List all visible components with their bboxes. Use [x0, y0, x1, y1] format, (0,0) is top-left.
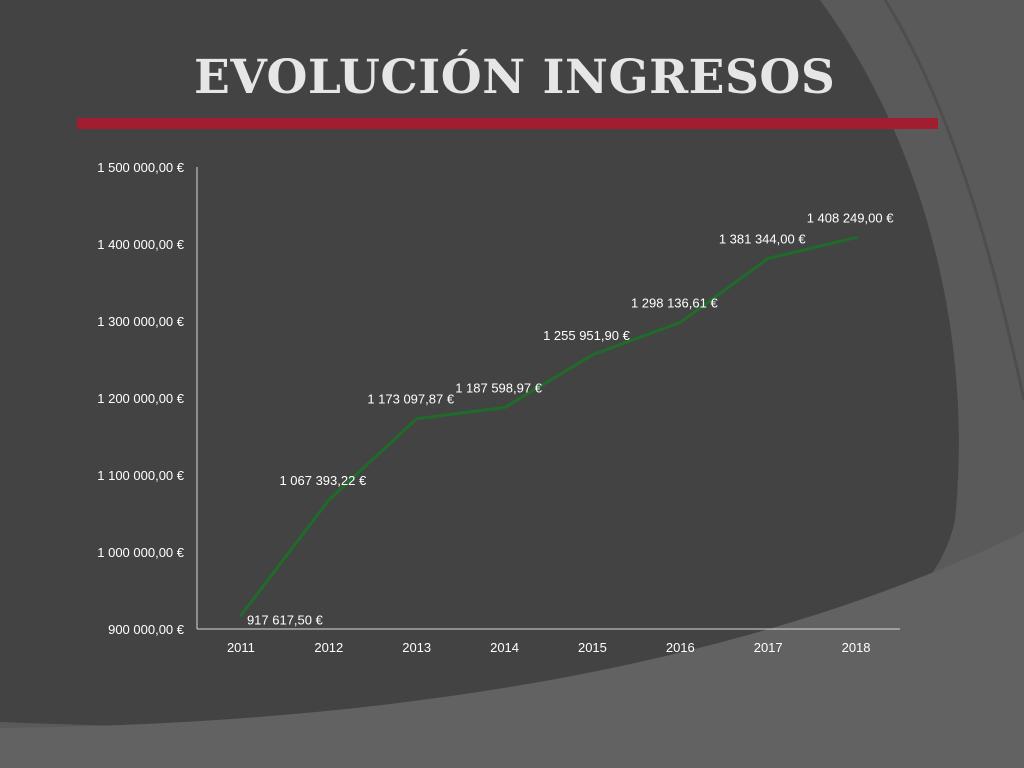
x-tick-label: 2016: [666, 640, 695, 655]
y-tick-label: 1 300 000,00 €: [97, 314, 185, 329]
y-tick-label: 1 100 000,00 €: [97, 468, 185, 483]
data-label: 917 617,50 €: [247, 612, 324, 627]
x-tick-label: 2017: [754, 640, 783, 655]
data-point: [678, 320, 682, 324]
background-arc: [883, 0, 1024, 401]
y-tick-label: 1 200 000,00 €: [97, 391, 185, 406]
title-underline-bar: [77, 118, 938, 129]
data-label: 1 255 951,90 €: [543, 328, 631, 343]
y-tick-label: 1 400 000,00 €: [97, 237, 185, 252]
x-tick-label: 2011: [227, 640, 255, 655]
data-point: [503, 406, 507, 410]
data-point: [415, 417, 419, 421]
series-layer: [239, 236, 858, 617]
x-tick-label: 2015: [578, 640, 607, 655]
data-point: [239, 613, 243, 617]
x-tick-label: 2013: [402, 640, 431, 655]
data-label: 1 173 097,87 €: [367, 392, 455, 407]
x-tick-label: 2012: [314, 640, 343, 655]
data-point: [590, 353, 594, 357]
data-point: [766, 256, 770, 260]
data-point: [327, 498, 331, 502]
series-line: [239, 236, 857, 617]
y-axis: 900 000,00 € 1 000 000,00 € 1 100 000,00 €…: [97, 160, 198, 637]
data-label: 1 298 136,61 €: [631, 295, 719, 310]
y-tick-label: 1 000 000,00 €: [97, 545, 185, 560]
data-labels: 917 617,50 € 1 067 393,22 € 1 173 097,87 €…: [247, 211, 894, 628]
slide-title: EVOLUCIÓN INGRESOS: [194, 50, 836, 105]
background-light-swoosh: [0, 532, 1024, 768]
x-tick-label: 2018: [842, 640, 871, 655]
x-axis: 2011 2012 2013 2014 2015 2016 2017 2018: [197, 628, 900, 655]
y-tick-label: 900 000,00 €: [108, 622, 185, 637]
data-label: 1 067 393,22 €: [279, 473, 367, 488]
data-label: 1 381 344,00 €: [719, 231, 807, 246]
x-tick-label: 2014: [490, 640, 519, 655]
data-point: [854, 236, 858, 240]
data-label: 1 408 249,00 €: [807, 211, 895, 226]
data-label: 1 187 598,97 €: [455, 381, 543, 396]
y-tick-label: 1 500 000,00 €: [97, 160, 185, 175]
background-dark-panel: [0, 0, 959, 728]
